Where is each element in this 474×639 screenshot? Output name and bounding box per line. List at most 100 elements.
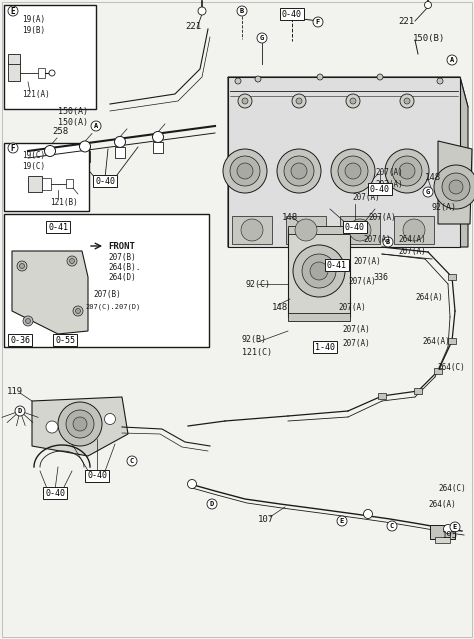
Text: 264(A): 264(A) (428, 500, 456, 509)
Text: D: D (18, 408, 22, 414)
Circle shape (296, 98, 302, 104)
Circle shape (242, 98, 248, 104)
Text: 207(A): 207(A) (342, 339, 370, 348)
Circle shape (207, 499, 217, 509)
Circle shape (67, 256, 77, 266)
Circle shape (46, 421, 58, 433)
Text: 207(A): 207(A) (363, 235, 391, 243)
Circle shape (70, 259, 74, 263)
Circle shape (345, 163, 361, 179)
Text: 207(A): 207(A) (398, 247, 426, 256)
FancyBboxPatch shape (80, 151, 90, 162)
Text: 207(A): 207(A) (353, 256, 381, 265)
Circle shape (364, 509, 373, 518)
Text: 150(A): 150(A) (58, 118, 88, 127)
Circle shape (385, 149, 429, 193)
Text: 19(C): 19(C) (22, 162, 45, 171)
Text: 207(A): 207(A) (342, 325, 370, 334)
Circle shape (313, 17, 323, 27)
FancyBboxPatch shape (42, 178, 51, 190)
Circle shape (241, 219, 263, 241)
Circle shape (188, 479, 197, 488)
Polygon shape (228, 77, 468, 137)
Circle shape (19, 263, 25, 268)
Text: F: F (316, 19, 320, 25)
Circle shape (338, 156, 368, 186)
FancyBboxPatch shape (38, 68, 45, 78)
Text: 0-40: 0-40 (345, 222, 365, 231)
Circle shape (284, 156, 314, 186)
Text: 264(A): 264(A) (398, 235, 426, 243)
Circle shape (73, 306, 83, 316)
Text: 336: 336 (373, 272, 388, 282)
Text: B: B (240, 8, 244, 14)
Polygon shape (438, 141, 472, 224)
Circle shape (255, 76, 261, 82)
Circle shape (15, 406, 25, 416)
FancyBboxPatch shape (448, 338, 456, 344)
Circle shape (350, 98, 356, 104)
Text: E: E (11, 6, 15, 15)
Circle shape (377, 74, 383, 80)
FancyBboxPatch shape (288, 229, 350, 317)
FancyBboxPatch shape (28, 176, 42, 192)
Circle shape (425, 1, 431, 8)
Text: 0-41: 0-41 (48, 222, 68, 231)
Text: 207(A): 207(A) (352, 192, 380, 201)
FancyBboxPatch shape (394, 216, 434, 244)
Text: 264(A): 264(A) (415, 293, 443, 302)
Circle shape (337, 516, 347, 526)
Text: G: G (260, 35, 264, 41)
Text: 107: 107 (258, 514, 274, 523)
Circle shape (383, 237, 393, 247)
Circle shape (127, 456, 137, 466)
Text: 0-36: 0-36 (10, 335, 30, 344)
Text: A: A (450, 57, 454, 63)
FancyBboxPatch shape (4, 143, 89, 211)
Text: 221: 221 (398, 17, 414, 26)
Text: 19(A): 19(A) (22, 15, 45, 24)
Text: 207(A): 207(A) (338, 302, 366, 311)
Circle shape (423, 187, 433, 197)
Text: 121(A): 121(A) (22, 89, 50, 98)
Text: 264(B).: 264(B). (108, 263, 140, 272)
Polygon shape (32, 397, 128, 456)
Circle shape (442, 173, 470, 201)
Circle shape (310, 262, 328, 280)
Circle shape (437, 78, 443, 84)
Circle shape (223, 149, 267, 193)
Text: 0-40: 0-40 (370, 185, 390, 194)
Text: 1-40: 1-40 (315, 343, 335, 351)
Polygon shape (228, 77, 275, 247)
Text: 150(A): 150(A) (58, 107, 88, 116)
Circle shape (447, 55, 457, 65)
FancyBboxPatch shape (4, 214, 209, 347)
Text: 207(A): 207(A) (375, 180, 403, 189)
Circle shape (73, 417, 87, 431)
FancyBboxPatch shape (8, 61, 20, 81)
Text: 264(D): 264(D) (108, 272, 136, 282)
Text: 0-40: 0-40 (45, 488, 65, 498)
Circle shape (404, 98, 410, 104)
Text: 150(B): 150(B) (413, 33, 445, 43)
Circle shape (349, 219, 371, 241)
Circle shape (17, 261, 27, 271)
FancyBboxPatch shape (434, 368, 442, 374)
Text: F: F (11, 144, 15, 153)
Circle shape (75, 309, 81, 314)
Circle shape (115, 136, 126, 148)
Text: 258: 258 (52, 127, 68, 135)
Circle shape (8, 6, 18, 16)
Circle shape (387, 521, 397, 531)
Text: 19(B): 19(B) (22, 26, 45, 35)
Text: 19(C): 19(C) (22, 151, 45, 160)
Circle shape (45, 146, 55, 157)
Text: B: B (386, 239, 390, 245)
Text: 148: 148 (272, 302, 288, 311)
Text: 148: 148 (282, 213, 298, 222)
Text: 221: 221 (185, 22, 201, 31)
Text: 207(A): 207(A) (348, 277, 376, 286)
Circle shape (444, 525, 453, 534)
Circle shape (91, 121, 101, 131)
FancyBboxPatch shape (414, 388, 422, 394)
